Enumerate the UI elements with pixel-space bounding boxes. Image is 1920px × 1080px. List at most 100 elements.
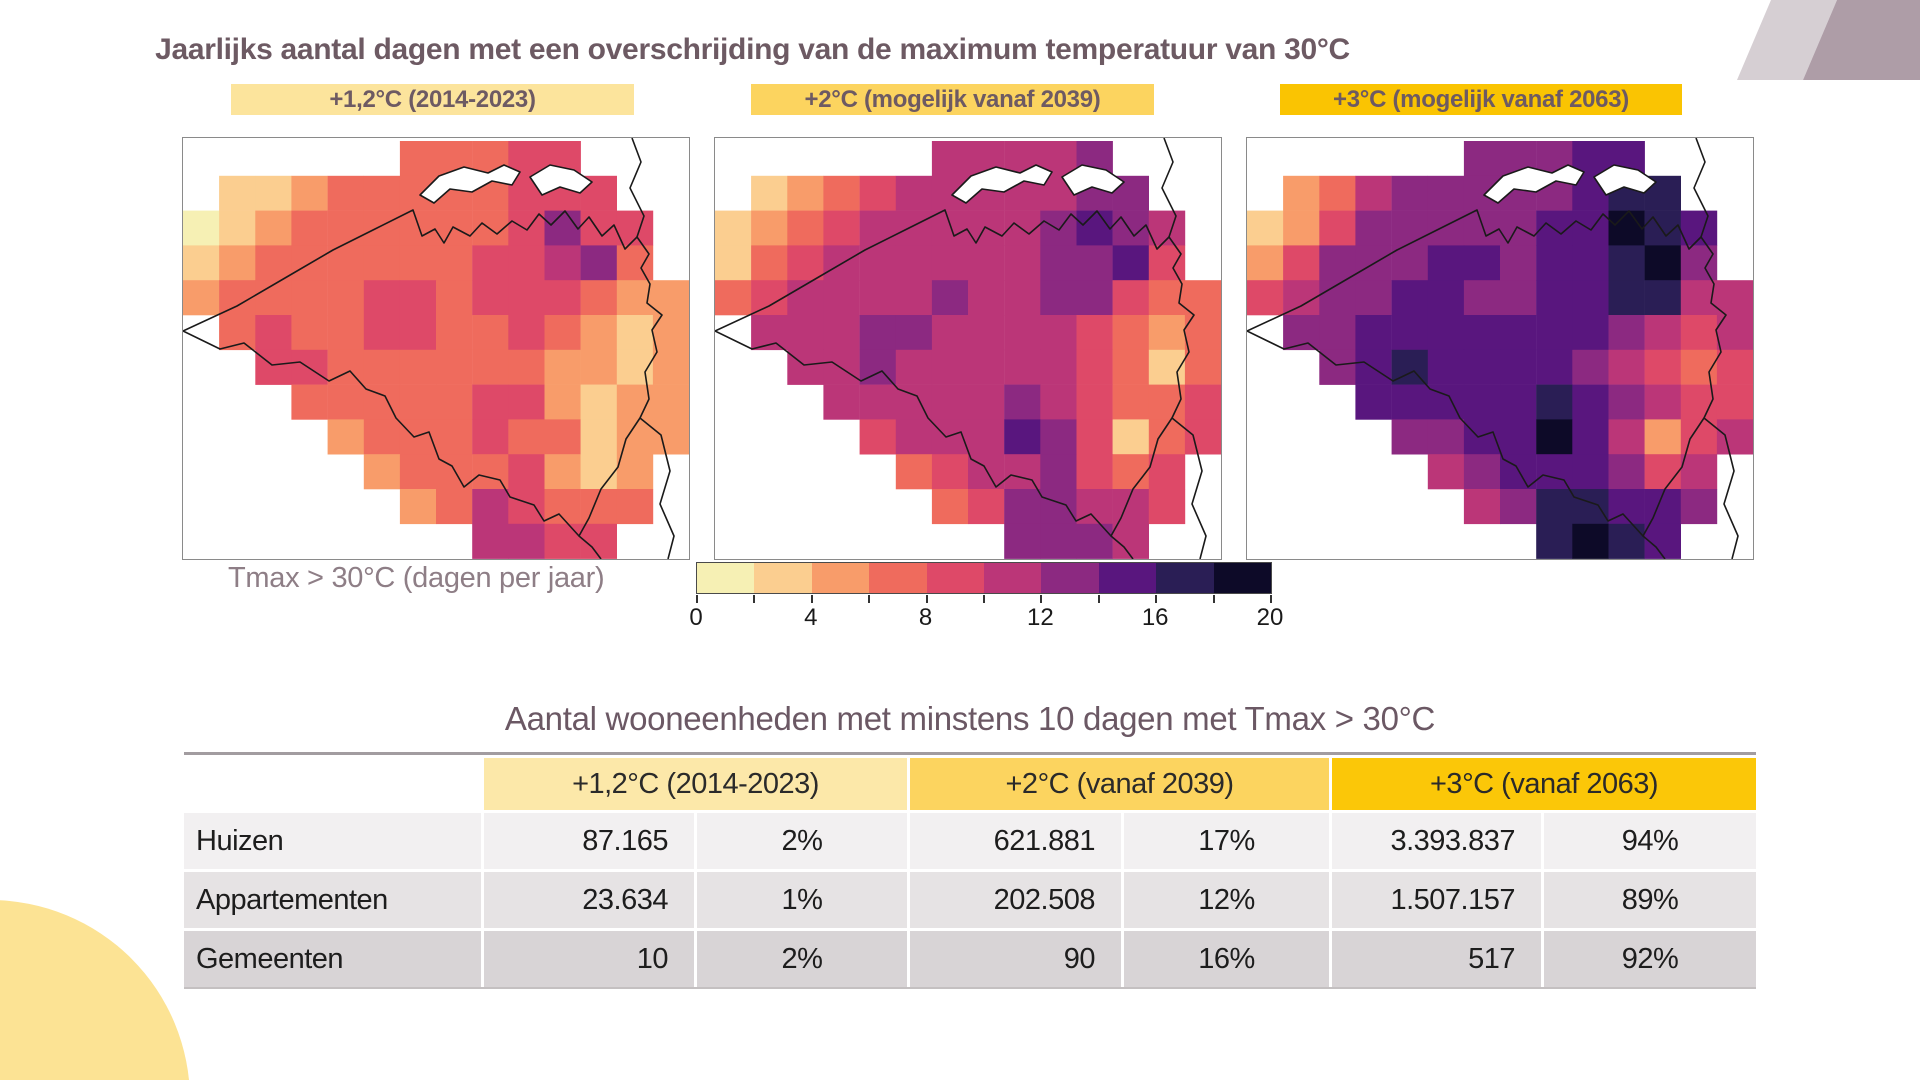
map-label-scenario-2: +2°C (mogelijk vanaf 2039)	[751, 84, 1154, 115]
heatmap-cell	[1112, 245, 1149, 281]
heatmap-cell	[1040, 210, 1077, 246]
heatmap-svg	[183, 138, 689, 559]
heatmap-cell	[859, 315, 896, 351]
table-cell: 621.881	[910, 813, 1121, 869]
heatmap-cell	[859, 419, 896, 455]
heatmap-cell	[787, 349, 824, 385]
heatmap-cell	[1076, 349, 1113, 385]
heatmap-cell	[1040, 523, 1077, 559]
estuary-islands-outline	[1483, 164, 1657, 204]
heatmap-cell	[291, 384, 328, 420]
heatmap-cell	[787, 315, 824, 351]
heatmap-cell	[1608, 454, 1645, 490]
heatmap-cell	[1319, 280, 1356, 316]
heatmap-cell	[363, 245, 401, 281]
heatmap-cell	[1716, 419, 1753, 455]
heatmap-cell	[1319, 245, 1356, 281]
heatmap-belgium-scenario-1	[182, 137, 690, 560]
heatmap-cell	[1463, 315, 1501, 351]
heatmap-cell	[399, 349, 437, 385]
table-cell: 1.507.157	[1332, 872, 1541, 928]
colorbar-segment	[697, 563, 755, 593]
colorbar-tick-label: 12	[1027, 604, 1054, 631]
heatmap-cell	[1004, 315, 1041, 351]
heatmap-cell	[255, 175, 292, 211]
heatmap-cell	[931, 141, 969, 177]
colorbar-segment	[811, 563, 870, 593]
heatmap-cell	[436, 280, 473, 316]
heatmap-cell	[327, 384, 364, 420]
heatmap-cell	[544, 280, 581, 316]
heatmap-cell	[968, 489, 1005, 525]
heatmap-cell	[1536, 523, 1573, 559]
heatmap-cell	[1463, 210, 1501, 246]
heatmap-cell	[1283, 245, 1320, 281]
table-cell: 1%	[697, 872, 907, 928]
heatmap-cell	[931, 384, 969, 420]
heatmap-cell	[931, 349, 969, 385]
table-cell: 23.634	[484, 872, 694, 928]
heatmap-cell	[1283, 175, 1320, 211]
heatmap-cell	[580, 523, 617, 559]
heatmap-cell	[508, 489, 545, 525]
heatmap-cell	[1500, 384, 1537, 420]
heatmap-cell	[508, 280, 545, 316]
heatmap-belgium-scenario-2	[714, 137, 1222, 560]
heatmap-cell	[1644, 245, 1681, 281]
colorbar-tick-labels: 0 4 8 12 16 20	[689, 604, 1283, 632]
heatmap-cell	[327, 419, 364, 455]
heatmap-cell	[616, 315, 654, 351]
heatmap-cell	[183, 245, 220, 281]
heatmap-cell	[823, 210, 860, 246]
page-title: Jaarlijks aantal dagen met een overschri…	[155, 33, 1350, 66]
heatmap-cell	[652, 280, 689, 316]
heatmap-cell	[1112, 454, 1149, 490]
colorbar-tick	[1212, 595, 1215, 603]
heatmap-cell	[1536, 489, 1573, 525]
heatmap-cell	[1572, 245, 1609, 281]
heatmap-cell	[1112, 280, 1149, 316]
table-row: Huizen 87.165 2% 621.881 17% 3.393.837 94%	[184, 813, 1756, 869]
heatmap-cell	[823, 175, 860, 211]
heatmap-cell	[1112, 419, 1149, 455]
heatmap-cell	[1076, 315, 1113, 351]
heatmap-cell	[1644, 523, 1681, 559]
heatmap-cell	[327, 245, 364, 281]
heatmap-cell	[1040, 419, 1077, 455]
heatmap-cell	[1572, 315, 1609, 351]
heatmap-cell	[652, 384, 689, 420]
heatmap-cell	[1427, 245, 1465, 281]
heatmap-cell	[1004, 245, 1041, 281]
heatmap-cell	[1572, 280, 1609, 316]
colorbar-tick	[1097, 595, 1100, 603]
heatmap-cell	[1644, 349, 1681, 385]
heatmap-cell	[472, 523, 509, 559]
heatmap-cell	[1644, 280, 1681, 316]
heatmap-cell	[508, 245, 545, 281]
colorbar-tick	[868, 595, 871, 603]
heatmap-cell	[255, 349, 292, 385]
table-cell: 92%	[1544, 931, 1756, 987]
border-line-east	[1703, 417, 1739, 559]
heatmap-cell	[1184, 349, 1221, 385]
heatmap-cell	[1427, 315, 1465, 351]
heatmap-cell	[1427, 280, 1465, 316]
heatmap-cell	[1148, 315, 1186, 351]
heatmap-cell	[399, 384, 437, 420]
heatmap-cell	[859, 280, 896, 316]
heatmap-cell	[1004, 523, 1041, 559]
corner-decoration	[1737, 0, 1920, 80]
heatmap-cell	[363, 454, 401, 490]
heatmap-cell	[1572, 384, 1609, 420]
heatmap-cell	[291, 315, 328, 351]
heatmap-cell	[291, 175, 328, 211]
table-cell: 12%	[1124, 872, 1329, 928]
colorbar-tick	[810, 595, 813, 603]
heatmap-cell	[931, 210, 969, 246]
heatmap-cell	[751, 210, 788, 246]
table-header-cell: +2°C (vanaf 2039)	[910, 758, 1329, 810]
heatmap-cell	[399, 454, 437, 490]
heatmap-cell	[1644, 454, 1681, 490]
heatmap-cell	[291, 210, 328, 246]
heatmap-cell	[1608, 384, 1645, 420]
